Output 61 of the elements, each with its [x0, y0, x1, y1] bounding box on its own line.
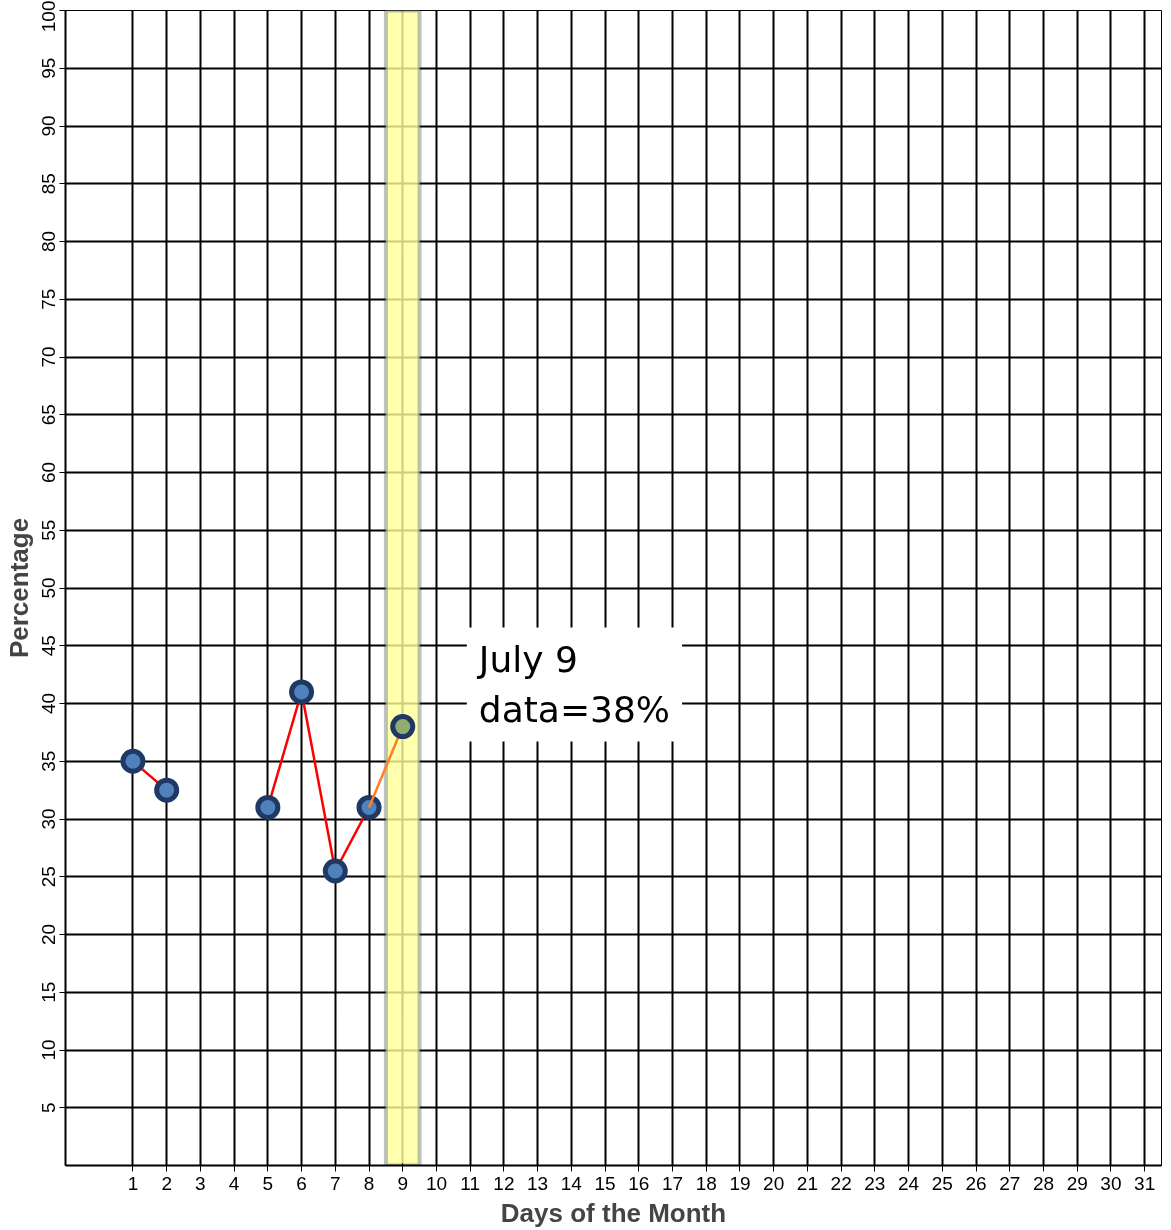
x-tick-label: 7: [330, 1172, 341, 1194]
x-tick-label: 30: [1100, 1172, 1122, 1194]
y-tick-label: 45: [37, 635, 59, 657]
x-tick-label: 22: [830, 1172, 852, 1194]
x-tick-label: 2: [161, 1172, 172, 1194]
y-tick-label: 50: [37, 577, 59, 599]
annotation: July 9 data=38%: [476, 639, 671, 730]
point: [356, 794, 382, 820]
y-tick-label: 80: [37, 230, 59, 253]
y-tick-label: 55: [37, 519, 59, 541]
y-tick-label: 95: [37, 57, 59, 79]
point: [289, 679, 315, 705]
x-tick-label: 29: [1066, 1172, 1088, 1194]
x-tick-label: 8: [363, 1172, 375, 1194]
x-tick-label: 3: [195, 1172, 206, 1194]
x-tick-label: 10: [425, 1172, 448, 1194]
y-axis-title: Percentage: [3, 517, 34, 659]
x-tick-label: 12: [493, 1172, 515, 1194]
x-tick-label: 21: [796, 1172, 818, 1194]
x-tick-label: 5: [262, 1172, 274, 1194]
y-tick-label: 60: [37, 461, 59, 484]
y-tick-label: 5: [37, 1102, 59, 1114]
x-tick-label: 11: [460, 1172, 481, 1194]
x-tick-label: 15: [594, 1172, 616, 1194]
y-tick-label: 35: [37, 750, 59, 772]
x-axis-title: Days of the Month: [500, 1197, 727, 1228]
point: [120, 748, 146, 774]
x-tick-label: 24: [898, 1172, 920, 1194]
x-tick-label: 27: [999, 1172, 1021, 1194]
y-tick-label: 30: [37, 808, 59, 830]
x-tick-label: 17: [661, 1172, 684, 1194]
y-tick-label: 70: [37, 346, 59, 368]
x-tick-label: 26: [965, 1172, 987, 1194]
y-tick-label: 10: [37, 1039, 59, 1061]
x-tick-label: 6: [296, 1172, 307, 1194]
x-tick-label: 4: [228, 1172, 240, 1194]
x-tick-label: 20: [763, 1172, 785, 1194]
x-tick-label: 25: [931, 1172, 953, 1194]
y-tick-label: 25: [37, 866, 59, 888]
point: [322, 858, 348, 884]
x-tick-label: 1: [127, 1172, 139, 1194]
x-tick-label: 18: [695, 1172, 717, 1194]
y-tick-label: 65: [37, 404, 59, 426]
y-tick-label: 20: [37, 923, 59, 946]
y-tick-label: 75: [37, 288, 59, 310]
y-tick-label: 100: [37, 0, 59, 33]
point: [255, 794, 281, 820]
x-tick-label: 9: [397, 1172, 409, 1194]
x-tick-label: 13: [527, 1172, 549, 1194]
y-tick-label: 90: [37, 115, 59, 137]
x-tick-label: 23: [864, 1172, 886, 1194]
y-tick-label: 15: [37, 981, 59, 1003]
y-tick-label: 85: [37, 173, 59, 195]
x-tick-label: 19: [729, 1172, 751, 1194]
x-tick-label: 31: [1134, 1172, 1156, 1194]
x-tick-label: 28: [1032, 1172, 1055, 1194]
point: [154, 777, 180, 803]
x-tick-label: 14: [560, 1172, 583, 1194]
x-tick-label: 16: [628, 1172, 650, 1194]
y-tick-label: 40: [37, 692, 59, 715]
point: [390, 714, 416, 740]
